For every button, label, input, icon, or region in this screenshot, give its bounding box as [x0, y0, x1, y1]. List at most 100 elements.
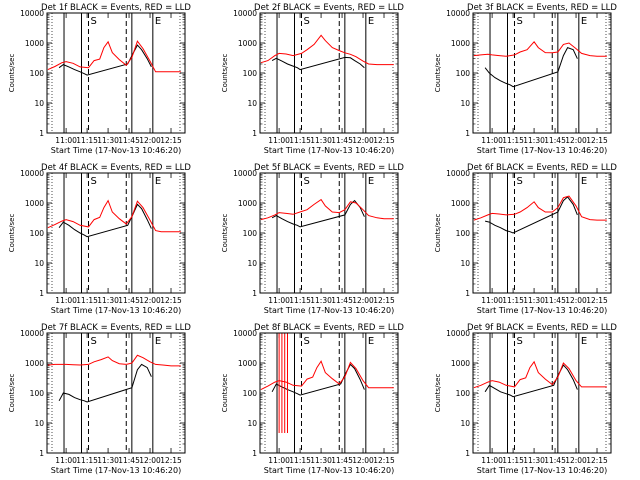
y-axis-label: Counts/sec [434, 54, 442, 93]
time-marker-label: E [155, 16, 161, 27]
y-tick-label: 10000 [446, 329, 470, 338]
detector-panel: Det 4f BLACK = Events, RED = LLD 1 10 100 10… [8, 163, 191, 315]
x-axis-label: Start Time (17-Nov-13 10:46:20) [51, 466, 181, 475]
x-tick-label: 12:15 [373, 456, 395, 465]
x-axis-label: Start Time (17-Nov-13 10:46:20) [264, 306, 394, 315]
detector-panel: Det 3f BLACK = Events, RED = LLD 1 10 100 10… [434, 3, 617, 155]
y-tick-label: 1000 [451, 199, 470, 208]
time-marker-label: S [516, 16, 522, 27]
plot-frame [259, 172, 399, 294]
y-tick-label: 1 [465, 449, 470, 458]
detector-panel: Det 1f BLACK = Events, RED = LLD 1 10 100 10… [8, 3, 191, 155]
x-tick-label: 11:45 [544, 136, 566, 145]
plot-frame [259, 332, 399, 454]
panel-title: Det 1f BLACK = Events, RED = LLD [41, 3, 191, 13]
x-tick-label: 11:45 [118, 456, 140, 465]
x-tick-label: 11:30 [523, 296, 545, 305]
x-tick-label: 11:00 [55, 456, 77, 465]
y-tick-label: 10000 [233, 9, 257, 18]
y-tick-label: 10000 [20, 9, 44, 18]
panel-title: Det 7f BLACK = Events, RED = LLD [41, 323, 191, 333]
time-marker-label: S [303, 16, 309, 27]
y-tick-label: 100 [30, 69, 45, 78]
lld-series-line [260, 360, 394, 391]
time-marker-label: E [581, 16, 587, 27]
x-tick-label: 11:30 [310, 296, 332, 305]
x-tick-label: 11:45 [544, 296, 566, 305]
y-tick-label: 10 [460, 259, 470, 268]
lld-series-line [47, 199, 181, 233]
x-tick-label: 12:15 [373, 296, 395, 305]
x-tick-label: 11:15 [289, 296, 311, 305]
x-axis-label: Start Time (17-Nov-13 10:46:20) [264, 466, 394, 475]
y-tick-label: 1 [252, 449, 257, 458]
panel-title: Det 6f BLACK = Events, RED = LLD [467, 163, 617, 173]
time-marker-label: E [581, 176, 587, 187]
y-axis-label: Counts/sec [221, 214, 229, 253]
x-tick-label: 12:15 [160, 296, 182, 305]
y-tick-label: 10 [247, 259, 257, 268]
y-tick-label: 1000 [451, 359, 470, 368]
time-marker-label: S [516, 176, 522, 187]
time-marker-label: E [581, 336, 587, 347]
lld-series-line [260, 198, 394, 221]
x-tick-label: 12:00 [352, 296, 374, 305]
x-tick-label: 11:00 [481, 136, 503, 145]
lld-series-line [473, 195, 607, 221]
y-tick-label: 1000 [238, 199, 257, 208]
time-marker-label: S [303, 336, 309, 347]
y-tick-label: 1000 [238, 39, 257, 48]
y-tick-label: 10 [247, 99, 257, 108]
panel-title: Det 4f BLACK = Events, RED = LLD [41, 163, 191, 173]
y-tick-label: 100 [243, 229, 258, 238]
plot-frame [472, 12, 612, 134]
x-tick-label: 12:15 [586, 136, 608, 145]
x-tick-label: 12:15 [160, 136, 182, 145]
lld-series-line [260, 34, 394, 66]
detector-panel: Det 6f BLACK = Events, RED = LLD 1 10 100 10… [434, 163, 617, 315]
x-tick-label: 11:15 [502, 456, 524, 465]
x-tick-label: 11:00 [481, 296, 503, 305]
time-marker-label: E [155, 176, 161, 187]
x-tick-label: 12:00 [352, 456, 374, 465]
y-tick-label: 10 [34, 259, 44, 268]
x-axis-label: Start Time (17-Nov-13 10:46:20) [51, 146, 181, 155]
y-tick-label: 10000 [233, 169, 257, 178]
y-tick-label: 10000 [446, 169, 470, 178]
panel-title: Det 9f BLACK = Events, RED = LLD [467, 323, 617, 333]
y-axis-label: Counts/sec [434, 214, 442, 253]
x-axis-label: Start Time (17-Nov-13 10:46:20) [477, 146, 607, 155]
detector-panel: Det 2f BLACK = Events, RED = LLD 1 10 100 10… [221, 3, 404, 155]
plot-frame [46, 332, 186, 454]
y-tick-label: 1 [465, 129, 470, 138]
x-tick-label: 11:30 [97, 456, 119, 465]
y-axis-label: Counts/sec [8, 54, 16, 93]
time-marker-label: S [303, 176, 309, 187]
x-tick-label: 11:30 [97, 136, 119, 145]
lld-series-line [473, 360, 607, 389]
events-series-line [58, 203, 152, 238]
x-tick-label: 12:15 [373, 136, 395, 145]
y-tick-label: 10 [460, 419, 470, 428]
y-tick-label: 1000 [25, 199, 44, 208]
x-tick-label: 11:00 [268, 136, 290, 145]
x-tick-label: 12:15 [586, 296, 608, 305]
y-tick-label: 100 [243, 69, 258, 78]
y-axis-label: Counts/sec [8, 214, 16, 253]
events-series-line [484, 196, 578, 234]
panel-title: Det 3f BLACK = Events, RED = LLD [467, 3, 617, 13]
time-marker-label: E [155, 336, 161, 347]
time-marker-label: S [90, 336, 96, 347]
lld-series-line [47, 40, 181, 73]
x-axis-label: Start Time (17-Nov-13 10:46:20) [477, 466, 607, 475]
x-axis-label: Start Time (17-Nov-13 10:46:20) [477, 306, 607, 315]
x-tick-label: 11:30 [310, 456, 332, 465]
x-tick-label: 11:30 [97, 296, 119, 305]
time-marker-label: S [90, 16, 96, 27]
x-tick-label: 11:45 [118, 136, 140, 145]
y-tick-label: 1 [39, 129, 44, 138]
y-tick-label: 10 [247, 419, 257, 428]
y-tick-label: 100 [456, 229, 471, 238]
y-tick-label: 1000 [451, 39, 470, 48]
